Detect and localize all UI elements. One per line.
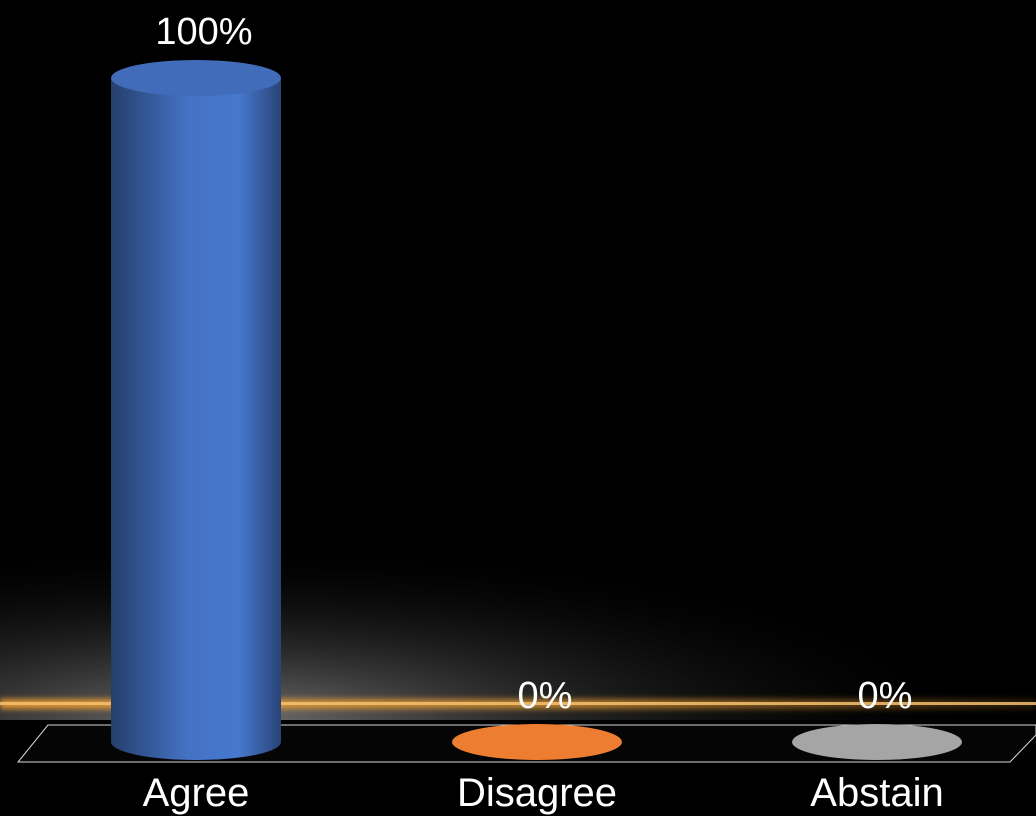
data-label-abstain: 0% xyxy=(858,675,913,717)
bar-agree-top xyxy=(111,60,281,96)
bar-abstain xyxy=(792,724,962,760)
chart-marks: 100% Agree 0% Disagree 0% Abstain xyxy=(111,11,962,815)
data-label-disagree: 0% xyxy=(518,675,573,717)
category-label-disagree: Disagree xyxy=(457,771,617,815)
bar-disagree xyxy=(452,724,622,760)
category-label-agree: Agree xyxy=(143,771,250,815)
bar-agree xyxy=(111,78,281,760)
data-label-agree: 100% xyxy=(155,11,252,53)
category-label-abstain: Abstain xyxy=(810,771,943,815)
horizon-line-core xyxy=(0,702,1036,705)
